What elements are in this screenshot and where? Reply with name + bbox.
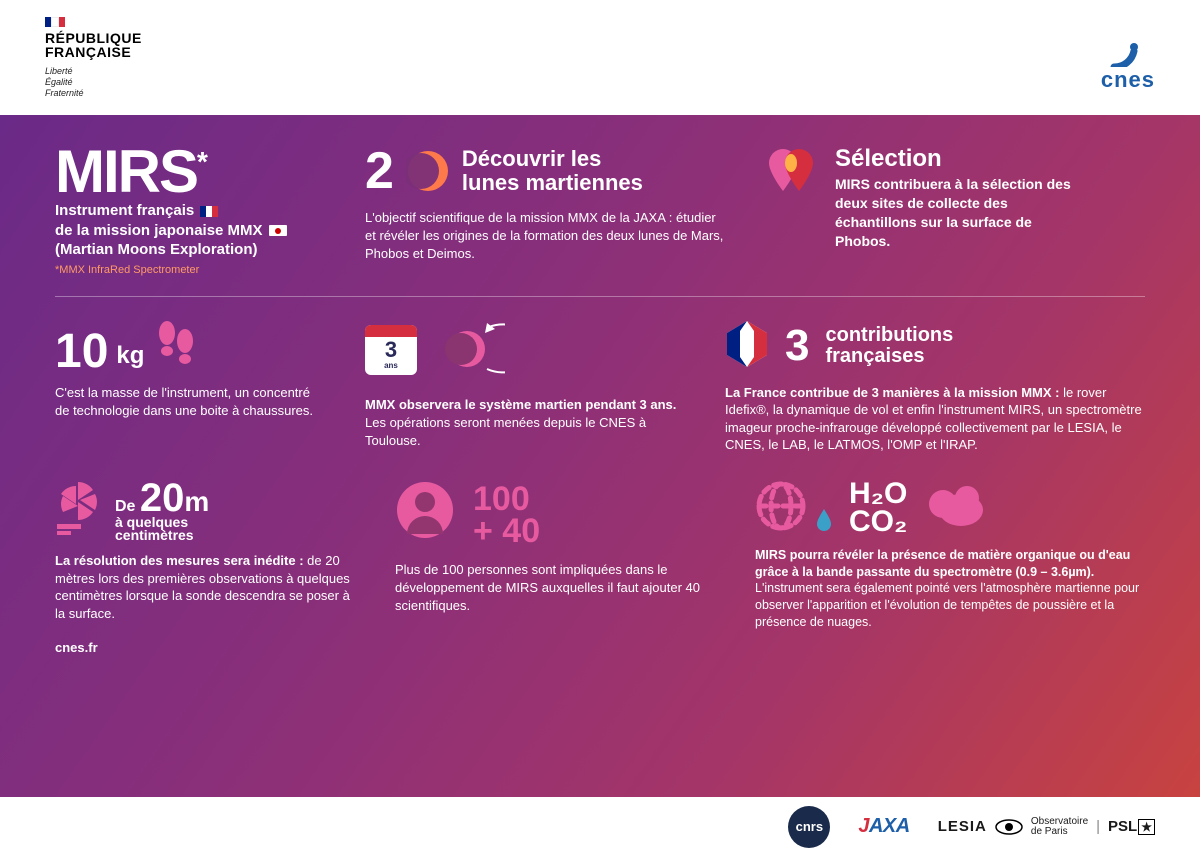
moons-body: L'objectif scientifique de la mission MM…: [365, 209, 725, 264]
globe-icon: [755, 480, 807, 537]
mass-block: 10 kg C'est la masse de l'instrument, un…: [55, 319, 325, 454]
moons-number: 2: [365, 145, 394, 197]
chemistry-body: MIRS pourra révéler la présence de matiè…: [755, 547, 1145, 631]
contributions-title: contributions françaises: [825, 325, 953, 367]
crescent-moon-icon: [406, 149, 450, 193]
row-2: 10 kg C'est la masse de l'instrument, un…: [55, 319, 1145, 454]
lesia-observatoire-logo: LESIA Observatoirede Paris | PSL★: [938, 817, 1155, 837]
people-numbers: 100 + 40: [473, 483, 540, 548]
selection-body: MIRS contribuera à la sélection des deux…: [835, 175, 1075, 251]
duration-body: MMX observera le système martien pendant…: [365, 396, 685, 451]
cloud-icon: [923, 484, 985, 533]
cnrs-logo: cnrs: [788, 806, 830, 848]
main-infographic: MIRS* Instrument français de la mission …: [0, 115, 1200, 797]
republic-text: RÉPUBLIQUE FRANÇAISE: [45, 31, 142, 60]
chemistry-block: H₂O CO₂ MIRS pourra révéler la présence …: [755, 480, 1145, 656]
top-bar: RÉPUBLIQUE FRANÇAISE Liberté Égalité Fra…: [0, 0, 1200, 115]
psl-logo: PSL★: [1108, 818, 1155, 835]
mirs-footnote: *MMX InfraRed Spectrometer: [55, 264, 325, 276]
mirs-subtitle: Instrument français de la mission japona…: [55, 201, 325, 260]
moons-block: 2 Découvrir les lunes martiennes L'objec…: [365, 145, 725, 276]
resolution-body: La résolution des mesures sera inédite :…: [55, 552, 355, 622]
map-pin-pair-icon: [765, 145, 819, 204]
resolution-title: De 20m à quelques centimètres: [115, 480, 209, 543]
person-icon: [395, 480, 455, 551]
jaxa-logo: JAXA: [858, 815, 909, 838]
contributions-block: 3 contributions françaises La France con…: [725, 319, 1145, 454]
mirs-title: MIRS*: [55, 145, 325, 199]
republique-francaise-logo: RÉPUBLIQUE FRANÇAISE Liberté Égalité Fra…: [45, 17, 142, 99]
contributions-body: La France contribue de 3 manières à la m…: [725, 384, 1145, 454]
cnes-arc-icon: [1101, 23, 1145, 67]
footer-bar: cnrs JAXA LESIA Observatoirede Paris | P…: [0, 797, 1200, 856]
mass-body: C'est la masse de l'instrument, un conce…: [55, 384, 325, 420]
row-3: De 20m à quelques centimètres La résolut…: [55, 480, 1145, 656]
people-body: Plus de 100 personnes sont impliquées da…: [395, 561, 715, 616]
mass-number: 10: [55, 330, 108, 373]
cnes-text: cnes: [1101, 67, 1155, 93]
moons-title: Découvrir les lunes martiennes: [462, 147, 643, 195]
selection-block: Sélection MIRS contribuera à la sélectio…: [765, 145, 1075, 276]
french-flag-icon: [45, 17, 65, 27]
contributions-number: 3: [785, 324, 809, 368]
chemistry-formulas: H₂O CO₂: [849, 480, 907, 537]
footprints-icon: [156, 319, 196, 374]
divider: [55, 296, 1145, 297]
cnes-logo: cnes: [1101, 23, 1155, 93]
calendar-icon: 3 ans: [365, 325, 417, 375]
water-drop-icon: [815, 509, 833, 536]
mass-unit: kg: [116, 342, 144, 370]
mirs-block: MIRS* Instrument français de la mission …: [55, 145, 325, 276]
eye-icon: [995, 819, 1023, 835]
france-hexagon-icon: [725, 319, 769, 374]
french-flag-mini-icon: [200, 206, 218, 217]
resolution-block: De 20m à quelques centimètres La résolut…: [55, 480, 355, 656]
orbit-moon-icon: [437, 319, 505, 382]
row-1: MIRS* Instrument français de la mission …: [55, 145, 1145, 276]
people-block: 100 + 40 Plus de 100 personnes sont impl…: [395, 480, 715, 656]
duration-block: 3 ans MMX observera le système martien p…: [365, 319, 685, 454]
aperture-lens-icon: [55, 480, 101, 541]
japanese-flag-icon: [269, 225, 287, 236]
selection-title: Sélection: [835, 145, 1075, 173]
site-url: cnes.fr: [55, 640, 355, 655]
republic-motto: Liberté Égalité Fraternité: [45, 66, 142, 98]
